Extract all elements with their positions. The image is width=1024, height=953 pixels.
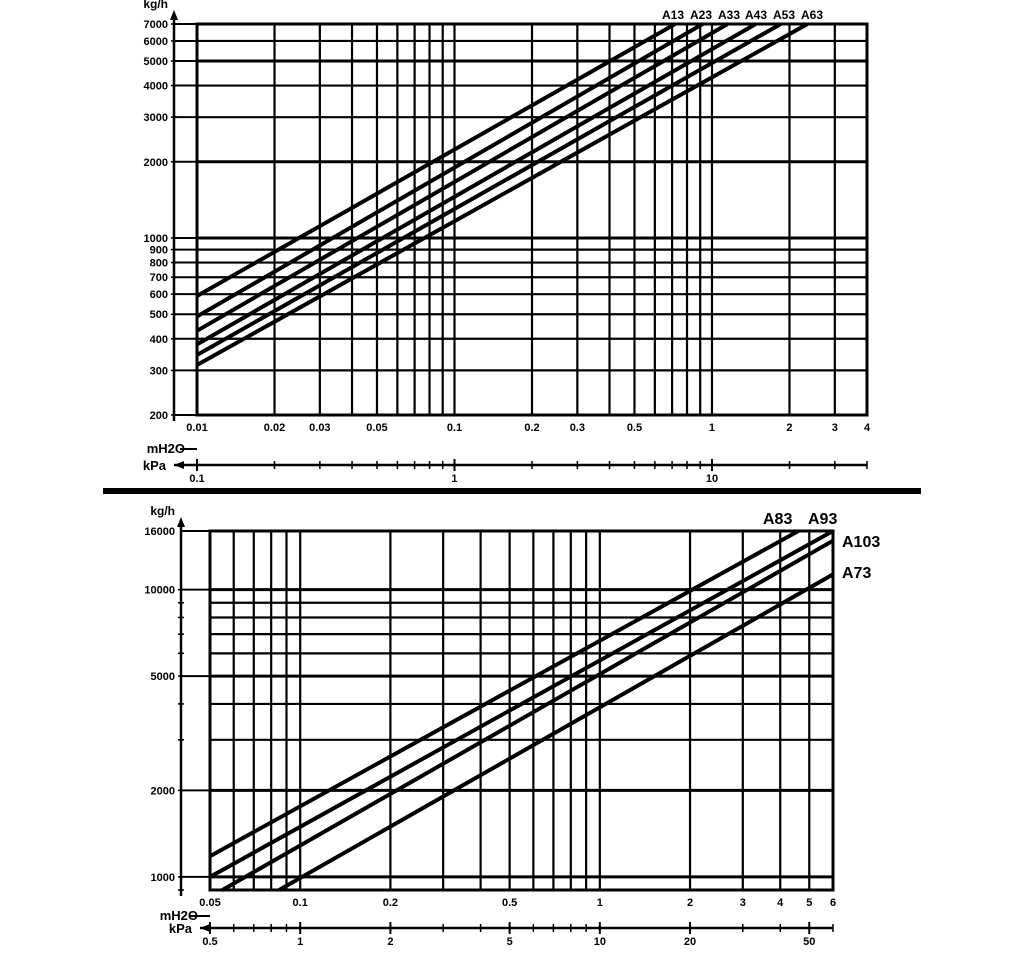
y-tick-label: 1000 [151,872,175,884]
series-label-a53: A53 [773,8,795,22]
y-tick-label: 2000 [144,157,168,169]
x-kpa-tick-label: 20 [684,936,696,948]
x-mh2o-tick-label: 0.02 [264,422,285,434]
series-label-a73: A73 [842,565,871,582]
series-label-a13: A13 [662,8,684,22]
x-mh2o-tick-label: 0.2 [383,897,398,909]
y-tick-label: 7000 [144,19,168,31]
x-mh2o-tick-label: 1 [709,422,715,434]
series-label-a23: A23 [690,8,712,22]
y-tick-label: 400 [150,334,168,346]
x-kpa-axis-label: kPa [143,458,167,473]
x-mh2o-tick-label: 0.01 [186,422,207,434]
y-tick-label: 700 [150,272,168,284]
x-kpa-tick-label: 1 [451,473,457,485]
x-mh2o-tick-label: 0.2 [524,422,539,434]
bottom-chart: 16000 10000 5000 2000 1000 kg/h 0.05 0.1 0.2 0.5 1… [144,504,880,948]
x-kpa-tick-label: 10 [594,936,606,948]
series-line-a103 [221,538,834,892]
series-line-a93 [209,529,834,879]
x-kpa-tick-label: 5 [507,936,513,948]
series-line-a33 [195,22,729,333]
y-tick-label: 16000 [144,526,175,538]
x-mh2o-tick-label: 0.05 [366,422,387,434]
series-label-a83: A83 [763,511,792,528]
y-tick-label: 2000 [151,785,175,797]
series-line-a83 [209,529,800,858]
series-line-a63 [196,22,809,367]
series-line-a43 [196,22,757,347]
x-kpa-axis-arrow [174,461,184,469]
series-line-a13 [196,22,677,298]
x-mh2o-tick-label: 2 [687,897,693,909]
y-tick-label: 5000 [151,671,175,683]
x-mh2o-tick-label: 0.1 [293,897,308,909]
x-kpa-axis-arrow [200,924,210,932]
y-tick-label: 500 [150,309,168,321]
y-tick-label: 6000 [144,36,168,48]
y-tick-label: 800 [150,258,168,270]
x-kpa-tick-label: 50 [803,936,815,948]
y-axis-arrow [177,517,185,527]
series-line-a73 [278,572,834,892]
x-mh2o-tick-label: 4 [777,897,784,909]
y-tick-label: 300 [150,365,168,377]
x-kpa-tick-label: 0.5 [202,936,217,948]
series-label-a33: A33 [718,8,740,22]
x-mh2o-tick-label: 3 [740,897,746,909]
x-mh2o-axis-label: mH2O [147,441,185,456]
y-axis-label: kg/h [150,504,175,518]
x-kpa-tick-label: 0.1 [189,473,204,485]
x-mh2o-tick-label: 0.05 [199,897,220,909]
x-mh2o-tick-label: 0.03 [309,422,330,434]
series-line-a23 [195,22,704,319]
x-mh2o-axis-label: mH2O [160,908,198,923]
series-label-a93: A93 [808,511,837,528]
y-tick-label: 4000 [144,81,168,93]
x-mh2o-tick-label: 1 [597,897,603,909]
y-tick-label: 10000 [144,585,175,597]
y-tick-label: 5000 [144,56,168,68]
y-axis-arrow [170,10,178,20]
y-tick-label: 3000 [144,112,168,124]
x-mh2o-tick-label: 0.3 [570,422,585,434]
series-label-a103: A103 [842,534,880,551]
y-tick-label: 900 [150,245,168,257]
y-tick-label: 1000 [144,233,168,245]
x-mh2o-tick-label: 2 [786,422,792,434]
series-label-a43: A43 [745,8,767,22]
x-mh2o-tick-label: 0.5 [627,422,642,434]
x-mh2o-tick-label: 0.1 [447,422,462,434]
y-tick-label: 600 [150,289,168,301]
x-kpa-tick-label: 10 [706,473,718,485]
x-mh2o-tick-label: 6 [830,897,836,909]
x-mh2o-tick-label: 4 [864,422,871,434]
x-mh2o-tick-label: 0.5 [502,897,517,909]
x-kpa-axis-label: kPa [169,921,193,936]
y-tick-label: 200 [150,410,168,422]
x-kpa-tick-label: 1 [297,936,303,948]
x-mh2o-tick-label: 5 [806,897,812,909]
series-line-a53 [196,22,782,357]
x-mh2o-tick-label: 3 [832,422,838,434]
x-kpa-tick-label: 2 [387,936,393,948]
y-axis-label: kg/h [143,0,168,11]
series-label-a63: A63 [801,8,823,22]
